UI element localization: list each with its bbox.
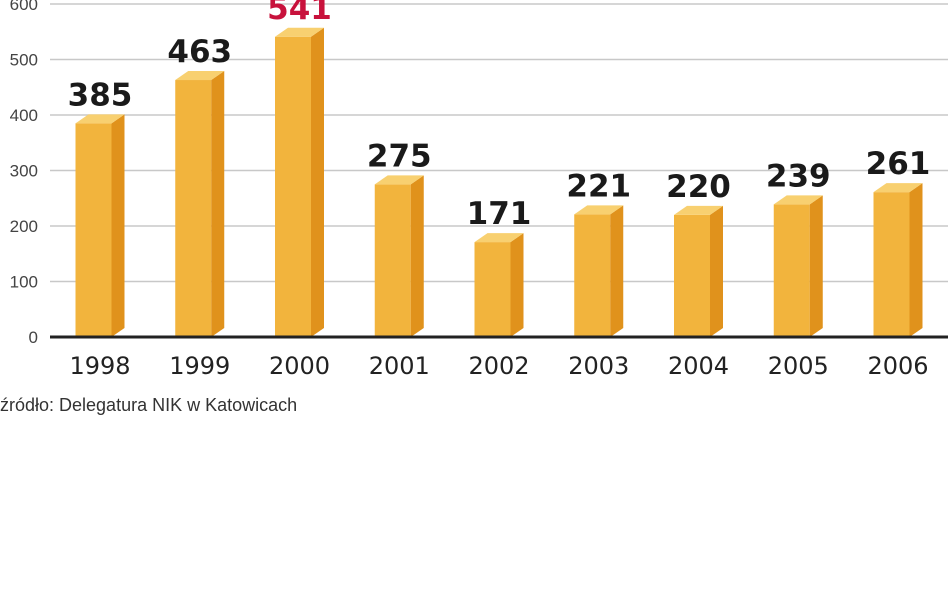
x-tick-2004: 2004 bbox=[668, 352, 729, 380]
value-label-2001: 275 bbox=[367, 138, 432, 174]
bar-top-2005 bbox=[773, 195, 823, 205]
value-label-1998: 385 bbox=[68, 77, 133, 113]
y-tick-200: 200 bbox=[10, 217, 38, 236]
value-labels: 385 463 541 275 171 221 220 239 261 bbox=[68, 0, 931, 232]
value-label-1999: 463 bbox=[167, 34, 232, 70]
bar-top-2002 bbox=[474, 233, 524, 243]
bar-top-2004 bbox=[674, 205, 723, 215]
bar-front-1998 bbox=[75, 123, 112, 337]
bar-side-2002 bbox=[510, 233, 524, 337]
source-note: źródło: Delegatura NIK w Katowicach bbox=[0, 395, 298, 415]
x-tick-2006: 2006 bbox=[867, 352, 928, 380]
bar-front-2003 bbox=[574, 214, 611, 337]
value-label-2000: 541 bbox=[267, 0, 332, 27]
x-tick-1998: 1998 bbox=[69, 352, 130, 380]
y-tick-500: 500 bbox=[10, 51, 38, 70]
bar-top-2000 bbox=[275, 27, 324, 37]
value-label-2005: 239 bbox=[766, 158, 831, 194]
x-tick-2002: 2002 bbox=[468, 352, 529, 380]
bar-front-2005 bbox=[773, 204, 810, 337]
y-tick-100: 100 bbox=[10, 273, 38, 292]
bar-front-1999 bbox=[175, 80, 212, 337]
value-label-2003: 221 bbox=[566, 168, 631, 204]
x-tick-2000: 2000 bbox=[269, 352, 330, 380]
x-tick-2003: 2003 bbox=[568, 352, 629, 380]
bar-2003 bbox=[574, 205, 624, 337]
x-axis-ticks: 1998 1999 2000 2001 2002 2003 2004 2005 2006 bbox=[69, 352, 928, 380]
bar-1999 bbox=[175, 71, 225, 337]
bar-top-2003 bbox=[574, 205, 624, 215]
bar-side-1998 bbox=[111, 114, 125, 337]
bar-front-2004 bbox=[674, 214, 710, 337]
bar-side-2003 bbox=[610, 205, 624, 337]
bar-1998 bbox=[75, 114, 125, 337]
bar-2000 bbox=[275, 27, 324, 338]
bar-2002 bbox=[474, 233, 524, 337]
bar-2001 bbox=[374, 175, 424, 337]
value-label-2002: 171 bbox=[467, 196, 532, 232]
bar-top-2006 bbox=[873, 183, 923, 193]
bar-top-1999 bbox=[175, 71, 225, 81]
bar-2004 bbox=[674, 205, 723, 337]
x-tick-2005: 2005 bbox=[768, 352, 829, 380]
bar-top-1998 bbox=[75, 114, 125, 124]
bar-side-2006 bbox=[909, 183, 923, 337]
bar-front-2006 bbox=[873, 192, 910, 337]
y-axis-ticks: 0 100 200 300 400 500 600 bbox=[10, 0, 38, 347]
bar-front-2001 bbox=[374, 184, 411, 337]
bar-2006 bbox=[873, 183, 923, 337]
y-tick-400: 400 bbox=[10, 106, 38, 125]
bar-side-2005 bbox=[809, 195, 823, 337]
bar-chart: 0 100 200 300 400 500 600 1998 1999 2000 2001 2002… bbox=[10, 0, 948, 380]
y-tick-300: 300 bbox=[10, 162, 38, 181]
bar-side-2000 bbox=[311, 27, 324, 338]
value-label-2006: 261 bbox=[866, 146, 931, 182]
bar-front-2000 bbox=[275, 36, 311, 338]
x-tick-1999: 1999 bbox=[169, 352, 230, 380]
value-label-2004: 220 bbox=[666, 169, 731, 205]
y-tick-0: 0 bbox=[29, 328, 38, 347]
bar-front-2002 bbox=[474, 242, 511, 337]
bar-top-2001 bbox=[374, 175, 424, 185]
y-tick-600: 600 bbox=[10, 0, 38, 14]
x-tick-2001: 2001 bbox=[369, 352, 430, 380]
bar-2005 bbox=[773, 195, 823, 337]
bars bbox=[75, 27, 923, 338]
bar-side-2004 bbox=[710, 205, 723, 337]
bar-side-2001 bbox=[410, 175, 424, 337]
bar-side-1999 bbox=[211, 71, 225, 337]
